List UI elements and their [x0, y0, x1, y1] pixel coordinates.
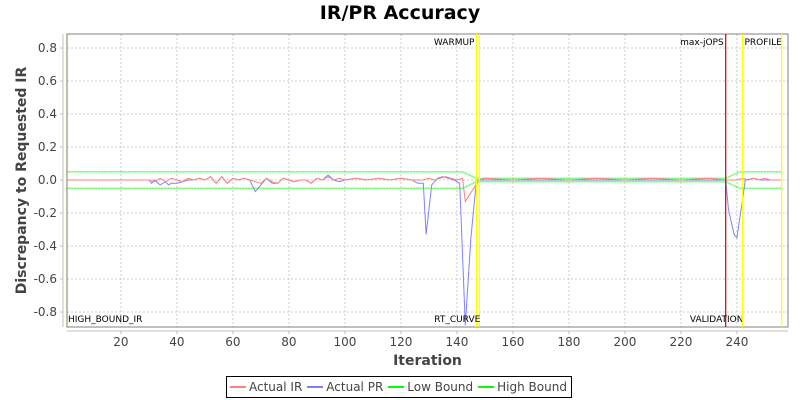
axis-labels: 20 40 60 80 100 120 140 160 180 200 220 240 0.8 0.6 0.… — [14, 41, 748, 369]
series-low-bound — [67, 180, 782, 190]
legend-label: Actual PR — [326, 380, 384, 394]
legend-swatch-low-bound — [388, 386, 405, 388]
y-tick-label: 0.4 — [38, 107, 57, 121]
y-tick-label: -0.6 — [34, 272, 57, 286]
x-axis-title: Iteration — [393, 353, 462, 369]
marker-label: RT_CURVE — [434, 315, 480, 325]
y-tick-label: 0.6 — [38, 74, 57, 88]
phase-markers: WARMUP RT_CURVE max-jOPS VALIDATION PROFILE H… — [68, 34, 783, 327]
legend-swatch-actual-pr — [307, 386, 324, 388]
legend-swatch-high-bound — [478, 386, 495, 388]
marker-label: WARMUP — [434, 38, 475, 48]
x-tick-label: 220 — [669, 335, 692, 349]
y-tick-label: -0.8 — [34, 305, 57, 319]
y-tick-label: 0.0 — [38, 173, 57, 187]
legend-item-actual-pr: Actual PR — [307, 380, 383, 394]
series-actual-ir — [67, 175, 782, 203]
legend-label: Low Bound — [407, 380, 474, 394]
legend-label: Actual IR — [249, 380, 303, 394]
x-tick-label: 40 — [169, 335, 184, 349]
x-tick-label: 20 — [113, 335, 128, 349]
x-tick-label: 60 — [225, 335, 240, 349]
x-tick-label: 180 — [557, 335, 580, 349]
axes — [60, 33, 789, 334]
y-axis-title: Discrepancy to Requested IR — [14, 67, 30, 295]
legend-swatch-actual-ir — [230, 386, 246, 388]
x-tick-label: 80 — [281, 335, 296, 349]
marker-label: max-jOPS — [680, 38, 724, 48]
y-tick-label: -0.2 — [34, 206, 57, 220]
x-tick-label: 200 — [613, 335, 636, 349]
legend: Actual IR Actual PR Low Bound High Bound — [226, 376, 572, 398]
annotation-label: HIGH_BOUND_IR — [68, 315, 142, 325]
y-tick-label: 0.8 — [38, 41, 57, 55]
marker-label: PROFILE — [745, 38, 783, 48]
legend-item-high-bound: High Bound — [478, 380, 567, 394]
legend-label: High Bound — [497, 380, 567, 394]
x-tick-label: 240 — [725, 335, 748, 349]
x-tick-label: 100 — [333, 335, 356, 349]
legend-item-actual-ir: Actual IR — [230, 380, 302, 394]
x-tick-label: 120 — [389, 335, 412, 349]
legend-item-low-bound: Low Bound — [388, 380, 473, 394]
marker-label: VALIDATION — [690, 315, 744, 325]
x-tick-label: 140 — [445, 335, 468, 349]
chart-title: IR/PR Accuracy — [319, 2, 481, 24]
data-series — [67, 171, 782, 326]
x-tick-label: 160 — [501, 335, 524, 349]
y-tick-label: -0.4 — [34, 239, 57, 253]
y-tick-label: 0.2 — [38, 140, 57, 154]
